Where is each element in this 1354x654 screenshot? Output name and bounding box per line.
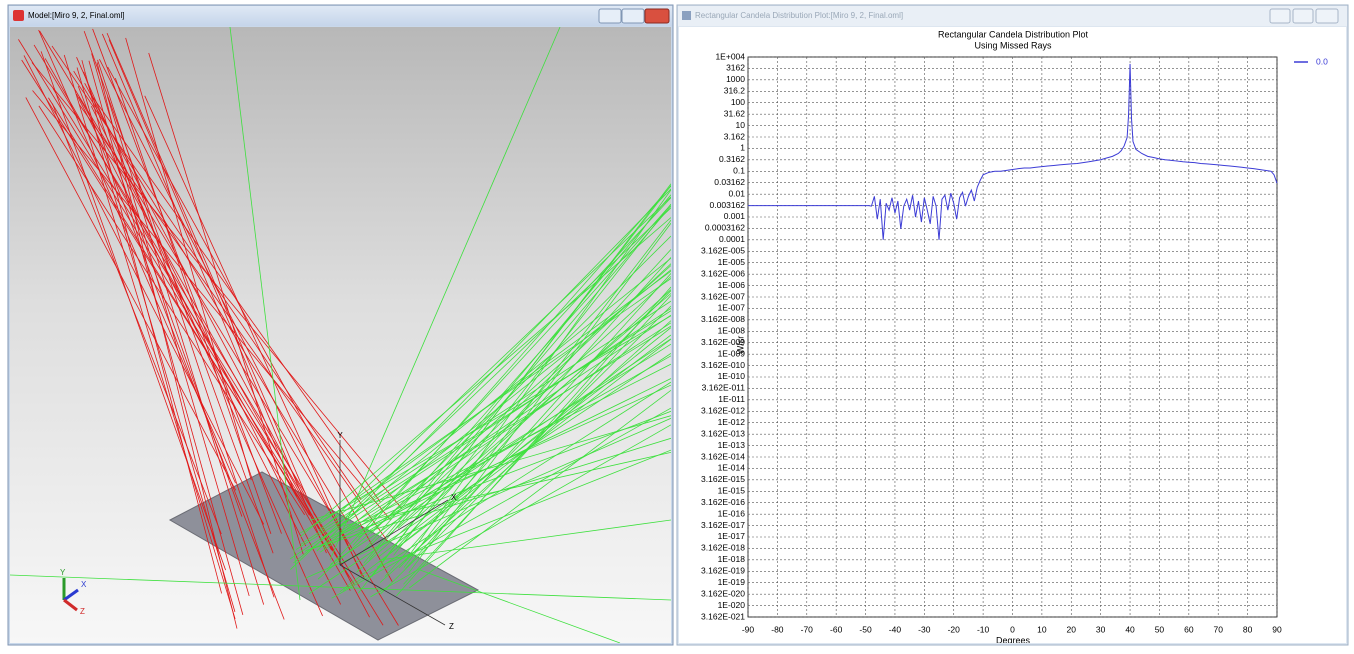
- x-tick-label: -60: [830, 624, 843, 634]
- x-tick-label: 10: [1037, 624, 1047, 634]
- y-tick-label: 1E-012: [718, 417, 746, 427]
- x-tick-label: 50: [1155, 624, 1165, 634]
- y-tick-label: 0.03162: [714, 177, 745, 187]
- x-tick-label: 20: [1067, 624, 1077, 634]
- x-tick-label: 0: [1010, 624, 1015, 634]
- window-title: Rectangular Candela Distribution Plot:[M…: [695, 11, 903, 20]
- triad-label: Z: [80, 607, 85, 616]
- y-tick-label: 3.162E-011: [702, 383, 746, 393]
- restore-button[interactable]: [622, 9, 644, 23]
- y-tick-label: 316.2: [724, 86, 746, 96]
- y-tick-label: 3.162E-007: [701, 291, 745, 301]
- y-tick-label: 0.1: [733, 166, 745, 176]
- screen: Model:[Miro 9, 2, Final.oml] Y X Z Y X Z…: [0, 0, 1354, 649]
- y-tick-label: 1E-006: [718, 280, 746, 290]
- y-tick-label: 1E+004: [715, 51, 745, 61]
- y-tick-label: 3.162E-016: [701, 497, 745, 507]
- minimize-button[interactable]: [599, 9, 621, 23]
- y-tick-label: 31.62: [724, 108, 746, 118]
- y-tick-label: 0.01: [728, 188, 745, 198]
- y-tick-label: 1E-017: [718, 531, 746, 541]
- y-tick-label: 1E-016: [718, 508, 746, 518]
- y-tick-label: 3.162E-008: [701, 314, 745, 324]
- x-tick-label: -20: [948, 624, 961, 634]
- x-tick-label: -40: [889, 624, 902, 634]
- y-tick-label: 1: [740, 143, 745, 153]
- close-button[interactable]: [645, 9, 669, 23]
- triad-label: Y: [60, 568, 66, 577]
- y-tick-label: 100: [731, 97, 745, 107]
- y-tick-label: 0.3162: [719, 154, 745, 164]
- y-tick-label: 1E-018: [718, 554, 746, 564]
- y-tick-label: 1E-009: [718, 348, 746, 358]
- y-tick-label: 1E-015: [718, 486, 746, 496]
- x-tick-label: -50: [859, 624, 872, 634]
- y-tick-label: 3.162E-006: [701, 268, 745, 278]
- y-tick-label: 3.162E-014: [701, 451, 745, 461]
- chart-title: Rectangular Candela Distribution Plot: [938, 29, 1089, 39]
- y-tick-label: 3.162E-020: [701, 588, 745, 598]
- x-tick-label: 30: [1096, 624, 1106, 634]
- y-tick-label: 3.162E-021: [701, 611, 745, 621]
- chart-subtitle: Using Missed Rays: [974, 40, 1052, 50]
- y-tick-label: 3.162E-018: [701, 543, 745, 553]
- y-tick-label: 1E-020: [718, 600, 746, 610]
- minimize-button[interactable]: [1270, 9, 1290, 23]
- y-tick-label: 0.0003162: [705, 223, 745, 233]
- y-tick-label: 3.162E-010: [701, 360, 745, 370]
- axis-label: Z: [449, 622, 454, 631]
- y-tick-label: 1E-019: [718, 577, 746, 587]
- x-tick-label: 70: [1213, 624, 1223, 634]
- x-tick-label: 80: [1243, 624, 1253, 634]
- app-icon: [682, 11, 691, 20]
- x-tick-label: 60: [1184, 624, 1194, 634]
- y-tick-label: 1E-011: [718, 394, 745, 404]
- y-tick-label: 3.162E-005: [701, 246, 745, 256]
- x-tick-label: 90: [1272, 624, 1282, 634]
- y-tick-label: 1E-013: [718, 440, 746, 450]
- y-tick-label: 0.003162: [710, 200, 746, 210]
- y-tick-label: 3.162E-017: [701, 520, 745, 530]
- y-tick-label: 3162: [726, 63, 745, 73]
- x-tick-label: -10: [977, 624, 990, 634]
- y-tick-label: 3.162E-013: [701, 428, 745, 438]
- axis-label: X: [451, 493, 457, 502]
- y-tick-label: 3.162E-009: [701, 337, 745, 347]
- triad-label: X: [81, 580, 87, 589]
- legend-label: 0.0: [1316, 56, 1328, 66]
- restore-button[interactable]: [1293, 9, 1313, 23]
- y-tick-label: 1E-005: [718, 257, 746, 267]
- y-tick-label: 1E-010: [718, 371, 746, 381]
- y-tick-label: 0.001: [724, 211, 746, 221]
- x-tick-label: -30: [918, 624, 931, 634]
- y-tick-label: 0.0001: [719, 234, 745, 244]
- y-tick-label: 3.162: [724, 131, 746, 141]
- y-tick-label: 1E-007: [718, 303, 746, 313]
- y-tick-label: 1000: [726, 74, 745, 84]
- x-tick-label: 40: [1125, 624, 1135, 634]
- app-icon: [13, 10, 24, 21]
- axis-label: Y: [337, 431, 343, 440]
- window-title: Model:[Miro 9, 2, Final.oml]: [28, 11, 124, 20]
- y-tick-label: 3.162E-012: [701, 406, 745, 416]
- y-tick-label: 1E-008: [718, 326, 746, 336]
- x-tick-label: -90: [742, 624, 755, 634]
- y-tick-label: 3.162E-019: [701, 566, 745, 576]
- y-tick-label: 1E-014: [718, 463, 746, 473]
- y-tick-label: 10: [736, 120, 746, 130]
- x-tick-label: -80: [771, 624, 784, 634]
- close-button[interactable]: [1316, 9, 1338, 23]
- x-tick-label: -70: [801, 624, 814, 634]
- y-tick-label: 3.162E-015: [701, 474, 745, 484]
